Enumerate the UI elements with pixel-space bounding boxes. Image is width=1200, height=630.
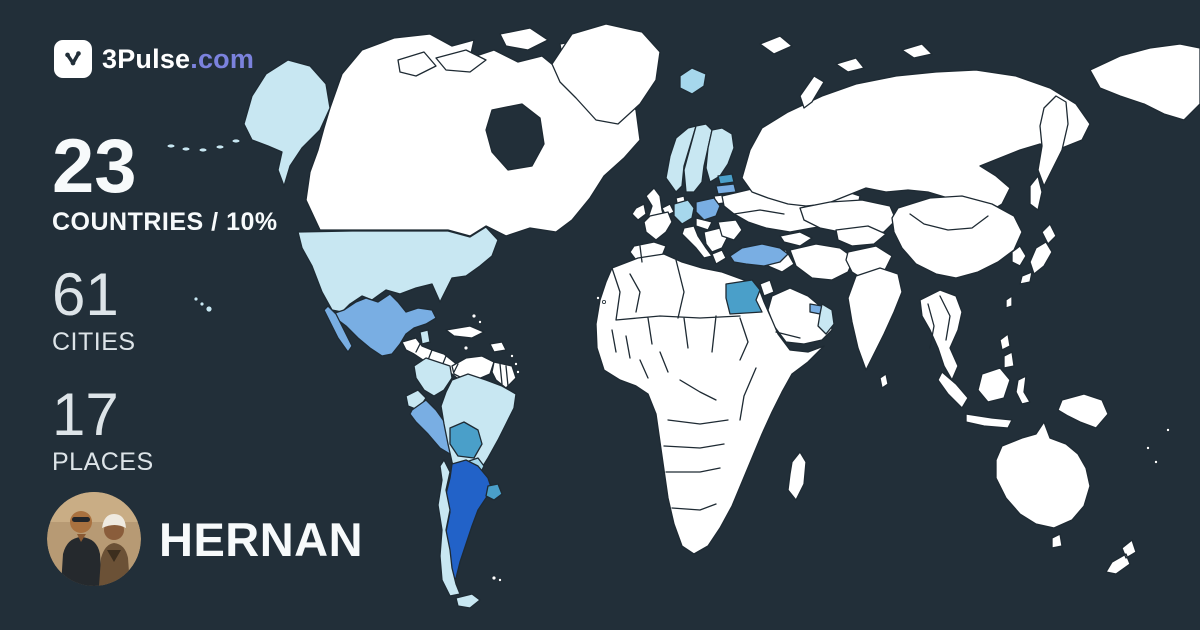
- country-canada: [305, 33, 641, 237]
- country-bolivia: [449, 421, 483, 459]
- country-germany: [673, 199, 695, 225]
- country-france: [643, 211, 673, 241]
- logo-text: 3Pulse.com: [102, 44, 254, 75]
- country-belize: [419, 329, 431, 345]
- country-colombia: [413, 357, 453, 397]
- falkland-islands: [497, 578, 502, 583]
- kamchatka: [1037, 95, 1069, 187]
- country-border-lines: [415, 209, 989, 511]
- aleutian-islands: [231, 138, 241, 144]
- hawaii: [199, 301, 205, 307]
- new-guinea: [1057, 393, 1109, 429]
- levant: [759, 279, 775, 297]
- country-india: [847, 267, 903, 371]
- central-asia: [835, 225, 887, 247]
- country-indonesia: [937, 367, 1031, 429]
- country-turkey: [729, 243, 789, 267]
- country-madagascar: [787, 451, 807, 501]
- country-oman: [817, 303, 835, 335]
- country-taiwan: [1005, 295, 1013, 309]
- country-mexico: [331, 293, 437, 357]
- country-china: [891, 195, 1023, 279]
- country-greece: [711, 249, 727, 265]
- america-borders: [415, 343, 509, 387]
- logo-brand: 3Pulse: [102, 43, 191, 74]
- hawaii: [193, 296, 199, 302]
- country-russia: [741, 69, 1091, 215]
- tasmania: [1051, 533, 1063, 549]
- country-hispaniola: [489, 341, 507, 353]
- arctic-islands: [397, 27, 597, 77]
- pacific-island: [1154, 459, 1159, 464]
- pacific-island: [1146, 445, 1151, 450]
- chukotka: [1089, 43, 1200, 121]
- canary-islands: [596, 295, 601, 300]
- visited-countries: [166, 59, 835, 609]
- country-south-korea: [1011, 245, 1027, 267]
- country-chile: [437, 459, 461, 597]
- country-new-zealand: [1105, 539, 1137, 575]
- caucasus: [779, 231, 813, 247]
- alpine-states: [695, 217, 713, 231]
- country-estonia: [717, 173, 735, 185]
- aleutian-islands: [215, 144, 225, 150]
- country-argentina: [445, 459, 493, 585]
- falkland-islands: [491, 575, 497, 581]
- southeast-asia: [919, 289, 963, 381]
- aleutian-islands: [181, 146, 191, 152]
- romania-bulgaria: [717, 219, 743, 241]
- country-australia: [995, 421, 1091, 529]
- country-united-states: [297, 226, 499, 313]
- country-sweden: [683, 123, 713, 193]
- country-japan: [1019, 223, 1057, 285]
- russian-arctic-islands: [759, 35, 933, 109]
- country-alaska: [243, 59, 331, 187]
- sakhalin: [1029, 175, 1043, 211]
- country-greenland: [551, 23, 661, 125]
- aleutian-islands: [198, 147, 208, 153]
- country-ireland: [631, 203, 647, 221]
- canary-islands: [602, 299, 607, 304]
- country-poland: [695, 197, 721, 221]
- caribbean-island: [463, 345, 469, 351]
- country-uruguay: [485, 483, 503, 501]
- hawaii: [205, 305, 213, 313]
- caribbean-island: [516, 369, 521, 374]
- country-egypt: [725, 279, 763, 315]
- caribbean-island: [509, 353, 514, 358]
- caribbean-island: [514, 361, 519, 366]
- aleutian-islands: [166, 143, 176, 149]
- logo[interactable]: 3Pulse.com: [54, 40, 254, 78]
- baja-california: [323, 305, 353, 353]
- country-cuba: [445, 325, 485, 339]
- country-finland: [705, 127, 735, 183]
- country-venezuela: [451, 355, 495, 381]
- caribbean-island: [477, 319, 482, 324]
- logo-tld: .com: [190, 43, 255, 74]
- country-philippines: [999, 333, 1015, 369]
- country-iceland: [679, 67, 707, 95]
- country-latvia: [715, 183, 737, 195]
- africa-borders: [611, 259, 757, 511]
- country-kazakhstan: [799, 199, 897, 237]
- caribbean-island: [471, 313, 477, 319]
- country-sri-lanka: [879, 373, 889, 389]
- tierra-del-fuego: [455, 593, 481, 609]
- country-iran: [789, 243, 855, 281]
- pacific-island: [1166, 427, 1171, 432]
- asia-borders: [639, 209, 989, 349]
- country-italy: [681, 225, 713, 259]
- pulse-check-icon: [54, 40, 92, 78]
- hudson-bay: [485, 103, 545, 171]
- map-landmasses: [305, 23, 1200, 583]
